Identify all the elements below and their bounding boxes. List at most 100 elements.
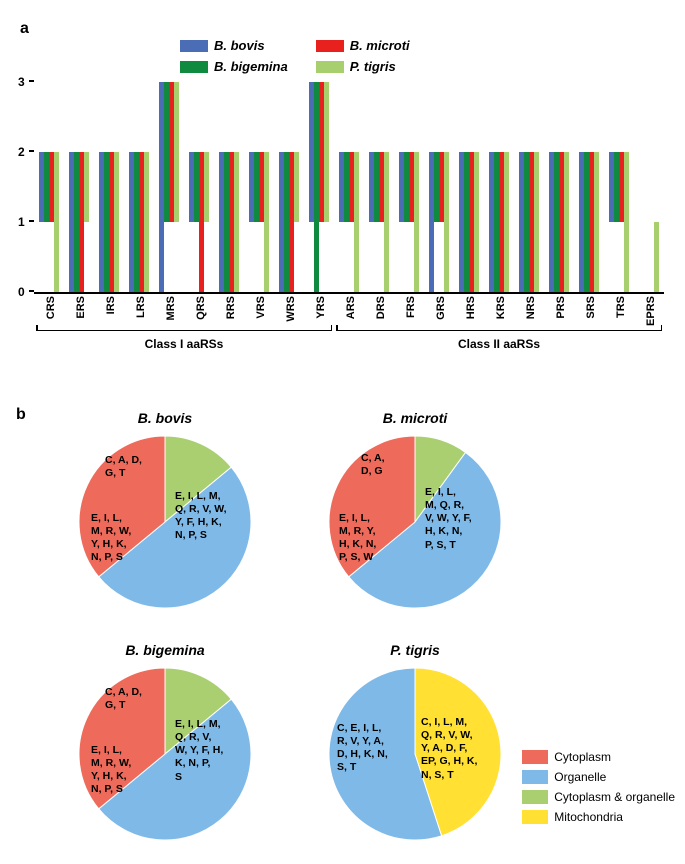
bar-group [159, 82, 179, 292]
panel-a-label: a [20, 20, 29, 37]
pie-slice-label: E, I, L, M,Q, R, V,W, Y, F, H,K, N, P,S [175, 718, 223, 784]
bar [504, 152, 509, 292]
y-tick-mark [29, 220, 34, 222]
bar-group [249, 152, 269, 292]
bar [594, 152, 599, 292]
bar [534, 152, 539, 292]
bar-group [309, 82, 329, 292]
pie-chart: B. bovis C, A, D,G, T E, I, L, M,Q, R, V, … [60, 410, 270, 612]
x-tick-label: PRS [555, 296, 567, 319]
x-tick-label: QRS [195, 296, 207, 320]
pie-title: B. bovis [60, 410, 270, 426]
pie-chart: B. microtiC, A,D, GE, I, L,M, Q, R,V, W,… [310, 410, 520, 612]
x-tick-label: HRS [465, 296, 477, 319]
pie-slice-label: C, I, L, M,Q, R, V, W,Y, A, D, F,EP, G, … [421, 716, 477, 782]
y-tick-label: 3 [18, 75, 25, 89]
pie-slice-label: E, I, L,M, R, Y,H, K, N,P, S, W [339, 512, 376, 565]
bar-chart: 0123CRSERSIRSLRSMRSQRSRRSVRSWRSYRSARSDRS… [34, 82, 664, 294]
x-tick-label: RRS [225, 296, 237, 319]
y-tick-label: 2 [18, 145, 25, 159]
x-tick-label: ARS [345, 296, 357, 319]
bar-chart-legend: B. bovis B. bigemina B. microti P. tigri… [180, 38, 665, 74]
x-tick-label: GRS [435, 296, 447, 320]
legend-label: Organelle [554, 770, 606, 784]
legend-label: B. bovis [214, 38, 265, 53]
legend-item: B. microti [316, 38, 410, 53]
legend-label: Cytoplasm & organelle [554, 790, 675, 804]
bar [174, 82, 179, 222]
x-tick-label: MRS [165, 296, 177, 320]
panel-b-label: b [16, 406, 26, 424]
bar [384, 152, 389, 292]
legend-swatch [180, 40, 208, 52]
pie-title: B. bigemina [60, 642, 270, 658]
class-bracket: Class I aaRSs [36, 330, 332, 331]
pie-slice-label: C, E, I, L,R, V, Y, A,D, H, K, N,S, T [337, 722, 388, 775]
bar [114, 152, 119, 292]
bar-group [279, 152, 299, 292]
x-tick-label: WRS [285, 296, 297, 322]
bar [564, 152, 569, 292]
pie-legend: CytoplasmOrganelleCytoplasm & organelleM… [522, 750, 675, 824]
bar-group [69, 152, 89, 292]
bar-group [459, 152, 479, 292]
legend-item: P. tigris [316, 59, 410, 74]
y-tick-mark [29, 80, 34, 82]
x-tick-label: ERS [75, 296, 87, 319]
legend-swatch [180, 61, 208, 73]
bar-group [39, 152, 59, 292]
bar-group [339, 152, 359, 292]
pie-body: C, A, D,G, TE, I, L, M,Q, R, V,W, Y, F, … [75, 664, 255, 844]
x-tick-label: LRS [135, 296, 147, 318]
pie-slice-label: C, A, D,G, T [105, 454, 142, 480]
bar [204, 152, 209, 222]
legend-swatch [522, 790, 548, 804]
x-tick-label: TRS [615, 296, 627, 318]
x-tick-label: EPRS [645, 296, 657, 326]
class-brackets: Class I aaRSs Class II aaRSs [34, 330, 664, 370]
legend-item: B. bigemina [180, 59, 288, 74]
x-tick-label: IRS [105, 296, 117, 314]
class-label: Class II aaRSs [458, 337, 540, 351]
bar-group [429, 152, 449, 292]
y-tick-label: 1 [18, 215, 25, 229]
x-tick-label: YRS [315, 296, 327, 319]
bar [444, 152, 449, 292]
panel-a: a B. bovis B. bigemina B. microti P. tig… [20, 20, 665, 370]
bar [324, 82, 329, 222]
legend-label: P. tigris [350, 59, 396, 74]
pie-title: P. tigris [310, 642, 520, 658]
pie-legend-item: Mitochondria [522, 810, 675, 824]
bar [354, 152, 359, 292]
pie-body: C, A, D,G, T E, I, L, M,Q, R, V, W,Y, F, … [75, 432, 255, 612]
bar-group [639, 222, 659, 292]
y-tick-mark [29, 290, 34, 292]
bar [234, 152, 239, 292]
bar-group [99, 152, 119, 292]
x-tick-label: VRS [255, 296, 267, 319]
x-tick-label: NRS [525, 296, 537, 319]
bar [474, 152, 479, 292]
x-tick-label: KRS [495, 296, 507, 319]
pie-chart: B. bigemina C, A, D,G, TE, I, L, M,Q, R, … [60, 642, 270, 844]
pie-slice-label: E, I, L,M, R, W,Y, H, K,N, P, S [91, 512, 131, 565]
panel-b: b B. bovisC, A, D,G, TE, I, L, M,Q, R, V… [20, 410, 665, 844]
bar [294, 152, 299, 222]
bar [54, 152, 59, 292]
bar [624, 152, 629, 292]
bar-group [369, 152, 389, 292]
x-tick-label: DRS [375, 296, 387, 319]
pie-slice-label: E, I, L,M, R, W,Y, H, K,N, P, S [91, 744, 131, 797]
class-label: Class I aaRSs [145, 337, 224, 351]
bar [144, 152, 149, 292]
legend-label: B. microti [350, 38, 410, 53]
bar-group [219, 152, 239, 292]
class-bracket: Class II aaRSs [336, 330, 662, 331]
x-tick-label: FRS [405, 296, 417, 318]
x-tick-label: SRS [585, 296, 597, 319]
pie-body: C, A,D, GE, I, L,M, Q, R,V, W, Y, F,H, K… [325, 432, 505, 612]
bar-group [609, 152, 629, 292]
legend-swatch [316, 40, 344, 52]
pie-slice-label: E, I, L, M,Q, R, V, W,Y, F, H, K,N, P, S [175, 490, 227, 543]
bar-group [519, 152, 539, 292]
